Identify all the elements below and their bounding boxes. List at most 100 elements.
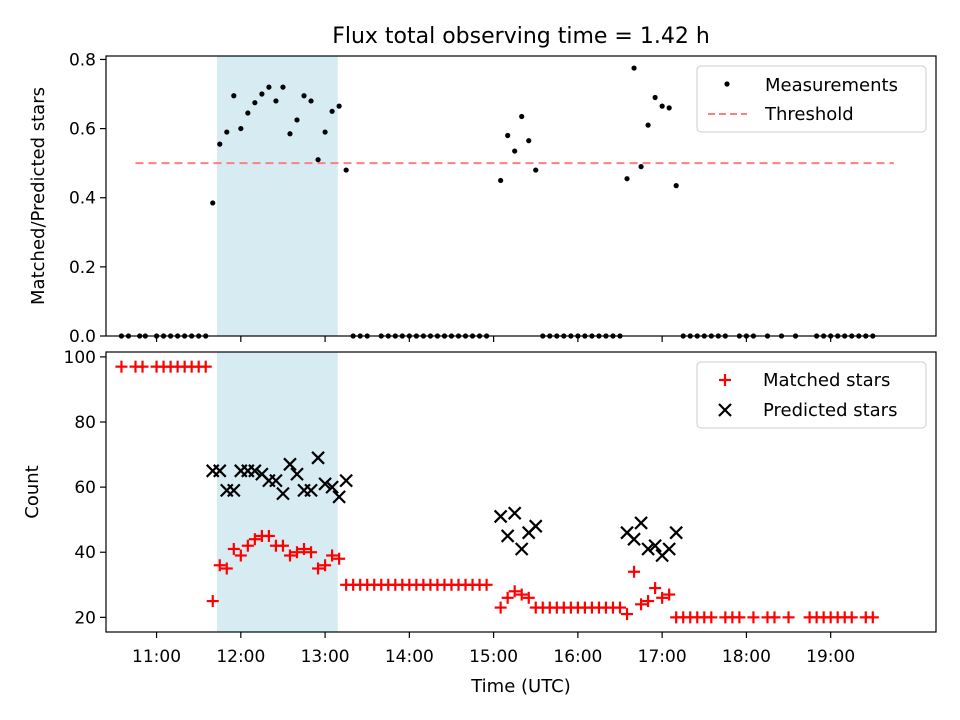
measurement-point xyxy=(505,132,511,139)
bottom-points-group xyxy=(115,360,879,624)
legend-measurements-marker xyxy=(724,81,730,87)
bottom-highlight-span xyxy=(216,352,338,632)
measurement-point xyxy=(624,176,630,182)
measurement-point xyxy=(231,93,237,99)
y-tick-label: 100 xyxy=(64,348,96,368)
matched-star-point xyxy=(663,588,676,601)
y-tick-label: 40 xyxy=(74,543,96,563)
matched-star-point xyxy=(298,542,311,555)
matched-star-point xyxy=(782,611,795,624)
predicted-star-point xyxy=(634,516,648,530)
measurement-point xyxy=(526,138,532,144)
x-tick-label: 13:00 xyxy=(301,647,350,667)
predicted-star-point xyxy=(325,480,339,494)
measurement-point xyxy=(645,122,651,128)
top-axes: 0.00.20.40.60.8 Matched/Predicted stars … xyxy=(28,50,937,347)
predicted-star-point xyxy=(318,477,332,491)
top-axes-frame xyxy=(105,55,937,337)
measurement-point xyxy=(266,84,272,90)
bottom-legend-box xyxy=(696,361,927,429)
y-tick-label: 0.8 xyxy=(69,50,96,70)
measurement-point xyxy=(301,93,307,99)
x-tick-label: 18:00 xyxy=(722,647,771,667)
measurement-point xyxy=(259,91,265,97)
matched-star-point xyxy=(747,611,760,624)
matched-star-point xyxy=(649,582,662,595)
predicted-star-point xyxy=(493,509,508,524)
matched-star-point xyxy=(220,562,233,575)
predicted-star-point xyxy=(528,519,543,533)
predicted-star-point xyxy=(304,483,318,498)
matched-star-point xyxy=(508,585,521,598)
x-tick-label: 16:00 xyxy=(553,647,602,667)
x-tick-label: 11:00 xyxy=(132,647,181,667)
measurement-point xyxy=(287,131,293,137)
matched-star-point xyxy=(262,529,275,542)
figure-title: Flux total observing time = 1.42 h xyxy=(332,24,710,49)
y-tick-label: 0.0 xyxy=(69,327,96,347)
matched-star-point xyxy=(628,565,641,578)
measurement-point xyxy=(631,65,637,71)
predicted-star-point xyxy=(283,457,297,472)
matched-star-point xyxy=(136,360,149,373)
matched-star-point xyxy=(115,360,128,373)
x-tick-label: 15:00 xyxy=(469,647,518,667)
measurement-point xyxy=(652,94,658,101)
legend-threshold-label: Threshold xyxy=(764,104,854,125)
matched-star-point xyxy=(642,595,655,608)
measurement-point xyxy=(273,98,279,104)
matched-star-point xyxy=(326,549,339,562)
matched-star-point xyxy=(522,591,535,604)
measurement-point xyxy=(659,103,665,109)
x-tick-label: 12:00 xyxy=(216,647,265,667)
predicted-star-point xyxy=(627,532,641,546)
legend-predicted-label: Predicted stars xyxy=(763,400,897,421)
matched-star-point xyxy=(312,562,325,575)
legend-measurements-label: Measurements xyxy=(765,75,898,96)
predicted-star-point xyxy=(648,538,662,553)
matched-star-point xyxy=(199,360,212,373)
predicted-star-point xyxy=(276,486,290,501)
matched-star-point xyxy=(290,546,303,559)
y-tick-label: 0.6 xyxy=(69,120,96,140)
matched-star-point xyxy=(635,598,648,611)
measurement-point xyxy=(217,141,223,147)
matched-star-point xyxy=(206,595,219,608)
measurement-point xyxy=(498,177,504,184)
measurement-point xyxy=(224,129,230,135)
measurement-point xyxy=(512,148,518,154)
bottom-y-ticks: 20 40 60 80 100 xyxy=(64,348,106,628)
matched-star-point xyxy=(515,588,528,601)
measurement-point xyxy=(294,117,300,123)
top-legend-box xyxy=(696,65,927,133)
x-axis-label: Time (UTC) xyxy=(470,676,571,697)
predicted-star-point xyxy=(507,506,522,520)
matched-star-point xyxy=(768,611,781,624)
measurement-point xyxy=(308,98,314,104)
measurement-point xyxy=(252,100,258,106)
predicted-star-point xyxy=(500,529,515,543)
measurement-point xyxy=(245,110,251,116)
matched-star-point xyxy=(234,549,247,562)
legend-matched-label: Matched stars xyxy=(763,370,890,391)
top-legend: Measurements Threshold xyxy=(696,65,927,133)
matched-star-point xyxy=(276,539,289,552)
measurement-point xyxy=(336,103,342,109)
legend-matched-marker xyxy=(719,374,731,386)
measurement-point xyxy=(533,167,539,173)
matched-star-point xyxy=(213,559,226,572)
measurement-point xyxy=(638,164,644,170)
matched-star-point xyxy=(248,533,261,546)
matched-star-point xyxy=(621,608,634,621)
x-tick-label: 14:00 xyxy=(385,647,434,667)
measurement-point xyxy=(343,167,349,173)
matched-star-point xyxy=(305,546,318,559)
x-tick-label: 17:00 xyxy=(638,647,687,667)
y-tick-label: 60 xyxy=(74,478,96,498)
predicted-star-point xyxy=(248,464,262,478)
predicted-star-point xyxy=(332,490,346,504)
legend-predicted-marker xyxy=(718,403,732,417)
measurement-point xyxy=(673,183,679,189)
measurement-point xyxy=(329,108,335,114)
matched-star-point xyxy=(480,578,493,591)
